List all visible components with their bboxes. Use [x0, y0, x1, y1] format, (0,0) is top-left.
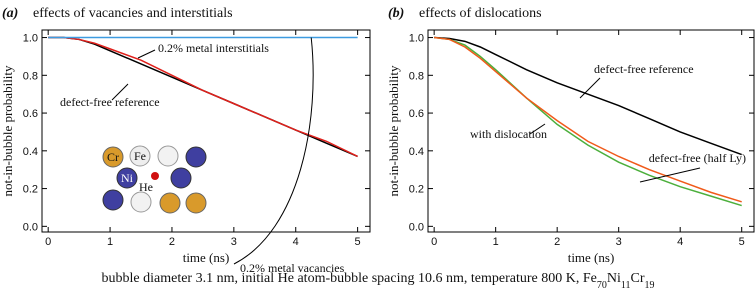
y-tick-label: 0.4 [409, 146, 424, 158]
x-tick-label: 4 [677, 236, 683, 248]
y-tick-label: 0.6 [23, 108, 38, 120]
atom [157, 145, 179, 167]
y-tick-label: 1.0 [409, 33, 424, 45]
formula-count: 70 [597, 280, 607, 289]
series-line [434, 36, 742, 156]
atom [102, 146, 124, 168]
formula-element: Cr [630, 271, 644, 286]
atom [170, 167, 192, 189]
atom [185, 146, 207, 168]
atom [151, 172, 159, 180]
atom [116, 167, 138, 189]
atom [130, 191, 152, 213]
x-axis-label: time (ns) [183, 250, 230, 265]
x-tick-label: 1 [493, 236, 499, 248]
y-tick-label: 0.8 [409, 70, 424, 82]
x-tick-label: 0 [45, 236, 51, 248]
atom [129, 145, 151, 167]
atom-label: He [139, 180, 153, 194]
plot-frame [41, 29, 371, 233]
y-tick-label: 0.2 [23, 184, 38, 196]
caption: bubble diameter 3.1 nm, initial He atom-… [102, 271, 655, 289]
series-annotation: defect-free reference [594, 62, 694, 76]
y-tick-label: 0.6 [409, 108, 424, 120]
x-tick-label: 3 [231, 236, 237, 248]
atom-label: Fe [134, 149, 146, 163]
formula-count: 19 [644, 280, 654, 289]
atom [159, 192, 181, 214]
annotation-pointer [137, 49, 156, 59]
y-axis-label: not-in-bubble probability [386, 65, 401, 197]
y-tick-label: 0.0 [409, 221, 424, 233]
caption-text: bubble diameter 3.1 nm, initial He atom-… [102, 271, 583, 286]
y-axis-label: not-in-bubble probability [0, 65, 15, 197]
x-tick-label: 1 [107, 236, 113, 248]
x-tick-label: 2 [554, 236, 560, 248]
series-line [434, 36, 742, 207]
x-tick-label: 0 [431, 236, 437, 248]
annotation-pointer [233, 37, 314, 265]
annotation-pointer [111, 83, 129, 101]
y-tick-label: 0.8 [23, 70, 38, 82]
series-line [434, 36, 742, 203]
y-tick-label: 1.0 [23, 33, 38, 45]
annotation-pointer [529, 123, 546, 135]
series-annotation: defect-free reference [60, 95, 160, 109]
x-tick-label: 4 [293, 236, 299, 248]
series-annotation: 0.2% metal interstitials [158, 41, 269, 55]
y-tick-label: 0.0 [23, 221, 38, 233]
formula-count: 11 [621, 280, 631, 289]
x-tick-label: 2 [169, 236, 175, 248]
x-axis-label: time (ns) [568, 250, 615, 265]
formula-element: Fe [583, 271, 597, 286]
panel-title: effects of dislocations [419, 6, 542, 21]
series-annotation: with dislocation [470, 127, 547, 141]
y-tick-label: 0.4 [23, 146, 38, 158]
series-annotation: defect-free (half Ly) [649, 151, 746, 165]
inset: Cr Fe Ni He [102, 145, 207, 214]
panel-label: (b) [388, 6, 404, 21]
panel-label: (a) [2, 6, 18, 21]
atom-label: Cr [107, 150, 119, 164]
series-line [48, 36, 358, 158]
x-tick-label: 3 [616, 236, 622, 248]
annotation-pointer [579, 77, 601, 99]
x-tick-label: 5 [355, 236, 361, 248]
y-tick-label: 0.2 [409, 184, 424, 196]
atom [185, 192, 207, 214]
annotation-pointer [639, 167, 701, 183]
x-tick-label: 5 [739, 236, 745, 248]
series-annotation: 0.2% metal vacancies [240, 261, 345, 275]
atom-label: Ni [121, 171, 134, 185]
plot-frame [427, 29, 755, 233]
panel-title: effects of vacancies and interstitials [33, 6, 233, 21]
atom [102, 189, 124, 211]
formula-element: Ni [607, 271, 621, 286]
